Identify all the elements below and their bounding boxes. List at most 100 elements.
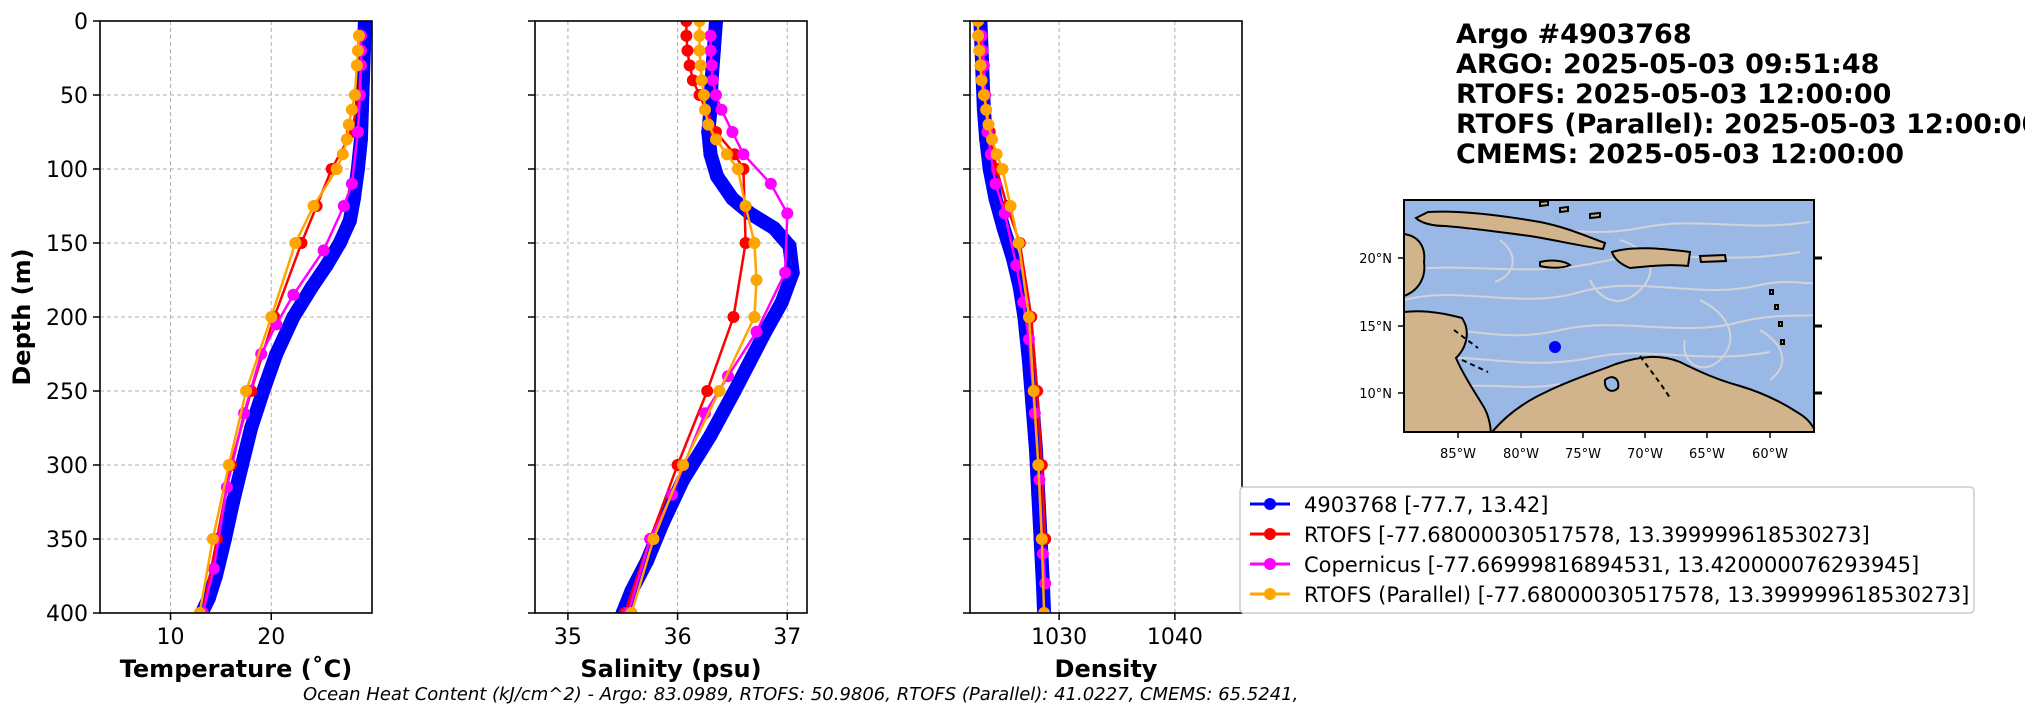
data-point-copernicus: [704, 44, 717, 57]
title-line-5: CMEMS: 2025-05-03 12:00:00: [1456, 139, 1904, 170]
data-point-copernicus: [337, 200, 350, 212]
gridlines: [100, 20, 372, 614]
x-tick-label: 35: [554, 625, 582, 650]
data-point-copernicus: [704, 29, 717, 42]
legend-frame: [1239, 486, 1975, 614]
series-line-rtofs-parallel: [198, 34, 361, 613]
data-point-rtofs-parallel: [699, 103, 711, 116]
x-tick-label: 36: [664, 625, 692, 650]
data-point-rtofs-parallel: [748, 311, 761, 323]
data-point-4903768: [703, 147, 718, 162]
data-point-rtofs-parallel: [206, 533, 219, 545]
data-point-4903768: [614, 621, 628, 635]
location-map: 85°W 80°W 75°W 70°W 65°W 60°W 20°N 15°N 10°N: [1359, 199, 1822, 462]
data-point-4903768: [774, 295, 789, 310]
data-point-copernicus: [764, 177, 777, 190]
data-point-rtofs: [680, 21, 693, 27]
y-tick-label: 250: [46, 380, 88, 405]
data-point-rtofs-parallel: [710, 133, 722, 146]
map-lat-label: 15°N: [1359, 320, 1392, 335]
data-point-rtofs-parallel: [986, 133, 998, 146]
data-point-4903768: [703, 428, 718, 443]
data-point-rtofs-parallel: [1023, 311, 1035, 323]
data-point-rtofs-parallel: [1012, 237, 1025, 249]
map-ticks: 85°W 80°W 75°W 70°W 65°W 60°W 20°N 15°N 10°N: [1359, 252, 1822, 462]
data-point-copernicus: [345, 177, 358, 190]
data-point-rtofs-parallel: [240, 385, 253, 397]
data-point-4903768: [357, 21, 372, 28]
data-point-4903768: [235, 458, 249, 472]
data-point-rtofs-parallel: [265, 311, 278, 323]
data-point-rtofs-parallel: [351, 44, 364, 57]
data-point-copernicus: [207, 562, 220, 575]
data-point-rtofs-parallel: [1032, 459, 1045, 471]
data-point-4903768: [226, 495, 240, 509]
data-point-rtofs-parallel: [336, 148, 349, 161]
map-lon-label: 70°W: [1627, 447, 1663, 462]
data-point-copernicus: [750, 325, 763, 338]
data-point-rtofs-parallel: [693, 29, 706, 42]
title-block: Argo #4903768 ARGO: 2025-05-03 09:51:48 …: [1456, 19, 2025, 170]
data-point-rtofs-parallel: [990, 148, 1003, 161]
data-point-rtofs-parallel: [702, 118, 715, 131]
data-point-rtofs-parallel: [693, 44, 706, 57]
series-rtofs-parallel: [972, 21, 1051, 613]
density-panel: 1030 1040 Density: [963, 20, 1243, 683]
map-lon-label: 75°W: [1565, 447, 1601, 462]
x-tick-label: 20: [257, 625, 285, 650]
data-point-rtofs: [739, 237, 752, 249]
data-point-rtofs-parallel: [996, 163, 1009, 175]
data-point-4903768: [346, 191, 361, 206]
data-point-rtofs-parallel: [193, 607, 206, 613]
ocean-current-streamlines: [1404, 221, 1814, 391]
data-point-copernicus: [351, 126, 364, 138]
data-point-4903768: [727, 384, 742, 398]
y-tick-label: 100: [46, 158, 88, 183]
data-point-rtofs-parallel: [713, 385, 726, 397]
hispaniola-landmass: [1610, 247, 1692, 270]
series-layer: [193, 21, 372, 613]
data-point-4903768: [244, 421, 259, 435]
data-point-rtofs-parallel: [352, 29, 365, 42]
salinity-panel: 35 36 37 Salinity (psu): [528, 20, 808, 683]
y-tick-label: 50: [60, 84, 88, 109]
puerto-rico-landmass: [1698, 253, 1728, 264]
data-point-rtofs-parallel: [345, 103, 358, 116]
data-point-copernicus: [317, 244, 330, 257]
ocean-heat-content-footer: Ocean Heat Content (kJ/cm^2) - Argo: 83.…: [303, 684, 1298, 705]
data-point-copernicus: [737, 148, 750, 161]
data-point-4903768: [269, 347, 284, 361]
data-point-4903768: [725, 191, 740, 206]
data-point-rtofs-parallel: [694, 59, 707, 72]
data-point-copernicus: [779, 266, 792, 279]
data-point-rtofs-parallel: [647, 533, 660, 545]
title-line-4: RTOFS (Parallel): 2025-05-03 12:00:00: [1456, 109, 2025, 140]
data-point-copernicus: [715, 103, 728, 116]
data-point-rtofs-parallel: [980, 103, 993, 116]
data-point-4903768: [286, 310, 301, 324]
data-point-copernicus: [781, 207, 794, 220]
data-point-rtofs-parallel: [1027, 385, 1040, 397]
y-tick-label: 400: [46, 602, 88, 627]
argo-float-marker: [1549, 341, 1561, 353]
data-point-rtofs-parallel: [974, 59, 987, 72]
legend-entry: 4903768 [-77.7, 13.42]: [1250, 493, 1548, 517]
data-point-rtofs-parallel: [697, 89, 710, 101]
x-axis-label: Temperature (˚C): [120, 655, 353, 683]
x-tick-label: 37: [773, 625, 801, 650]
data-point-rtofs-parallel: [748, 237, 761, 249]
data-point-rtofs-parallel: [695, 74, 708, 87]
legend-label: Copernicus [-77.66999816894531, 13.42000…: [1304, 553, 1919, 577]
x-axis-label: Density: [1055, 655, 1158, 683]
data-point-copernicus: [1010, 259, 1023, 272]
data-point-rtofs-parallel: [350, 59, 363, 72]
data-point-rtofs: [686, 74, 699, 87]
series-rtofs-parallel: [625, 21, 763, 613]
legend: 4903768 [-77.7, 13.42] RTOFS [-77.680000…: [1239, 486, 1975, 614]
bahamas: [1539, 200, 1601, 220]
data-point-rtofs: [683, 59, 696, 72]
data-point-copernicus: [710, 89, 722, 101]
data-point-copernicus: [989, 177, 1002, 190]
data-point-rtofs-parallel: [750, 274, 763, 286]
legend-label: RTOFS (Parallel) [-77.68000030517578, 13…: [1304, 583, 1969, 607]
